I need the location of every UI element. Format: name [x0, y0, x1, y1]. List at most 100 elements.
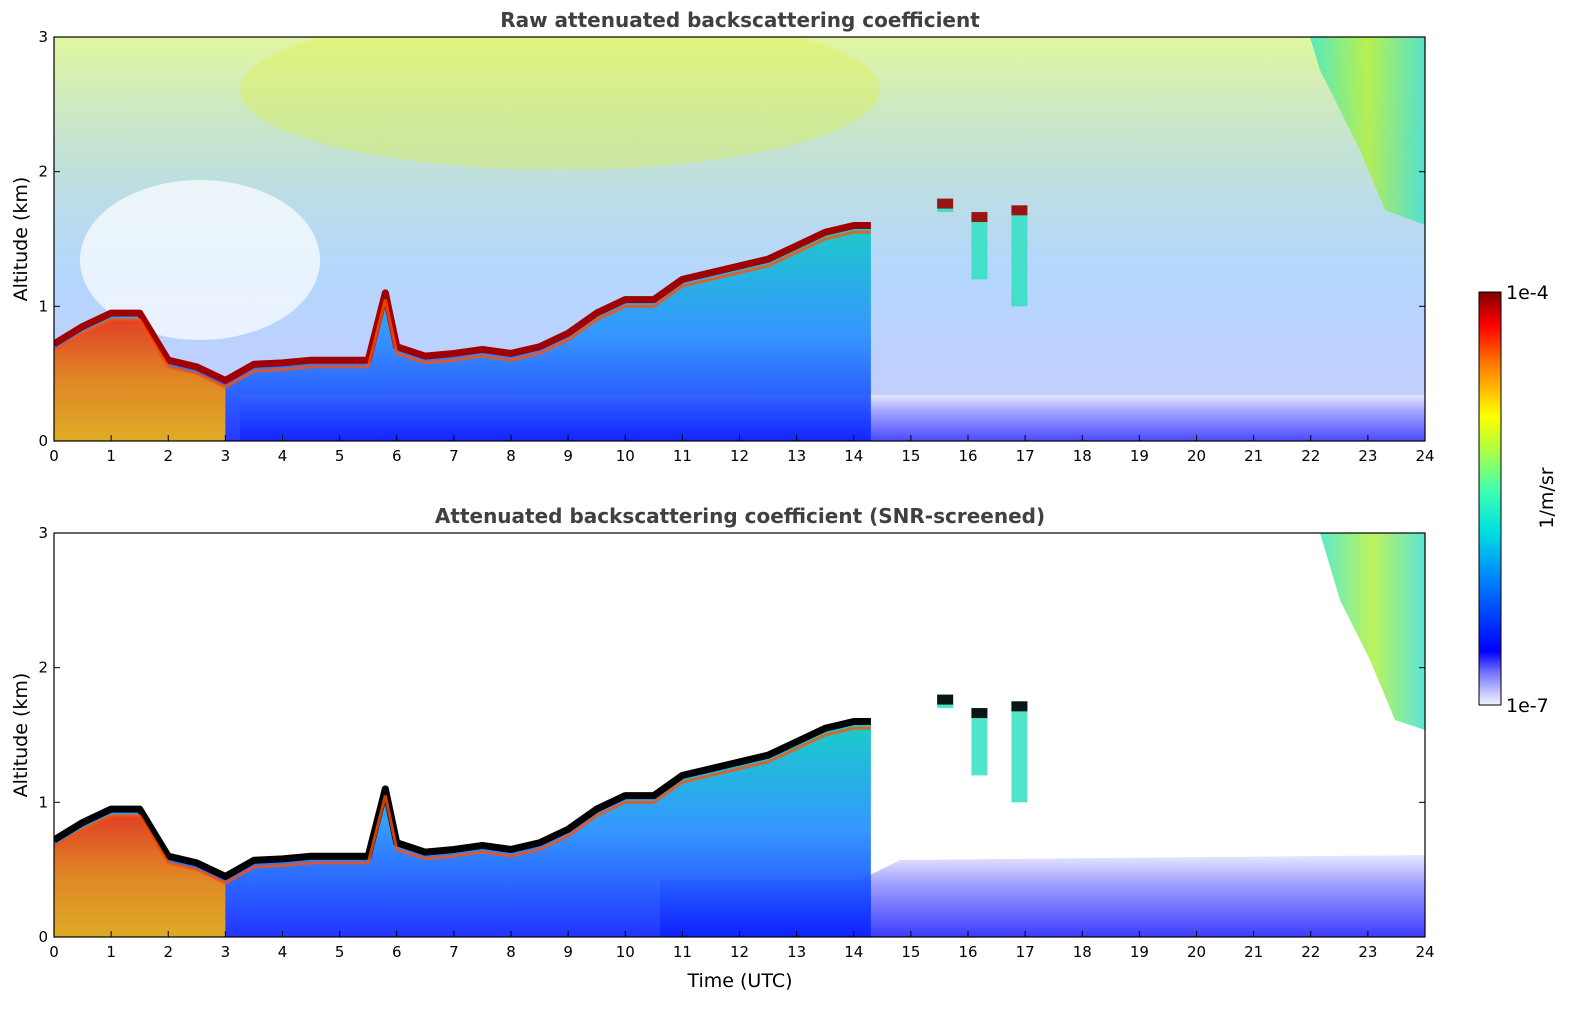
boundary-layer-raw [54, 222, 871, 441]
x-tick-label: 1 [106, 447, 116, 465]
y-tick-label: 3 [38, 524, 48, 542]
layer-edge-line [54, 726, 871, 885]
y-ticks-raw: 0 1 2 3 [38, 28, 1425, 450]
x-tick-label: 23 [1358, 943, 1377, 961]
cloud-column [971, 212, 988, 280]
cloud-top [971, 212, 988, 223]
x-tick-label: 21 [1244, 943, 1263, 961]
x-tick-label: 19 [1130, 447, 1149, 465]
x-tick-label: 13 [787, 943, 806, 961]
x-tick-label: 5 [335, 447, 345, 465]
aerosol-fill [54, 721, 871, 937]
x-tick-label: 1 [106, 943, 116, 961]
y-tick-label: 0 [38, 432, 48, 450]
x-tick-label: 8 [506, 943, 516, 961]
x-tick-label: 13 [787, 447, 806, 465]
aerosol-fill [54, 225, 871, 441]
cloud-top [937, 198, 954, 209]
x-tick-label: 2 [163, 943, 173, 961]
cloud-column [1011, 701, 1028, 803]
cloud-top [1011, 205, 1028, 216]
mixed-layer-fill [54, 815, 226, 937]
x-tick-label: 12 [730, 447, 749, 465]
x-tick-label: 7 [449, 447, 459, 465]
colorbar-min-label: 1e-7 [1506, 695, 1549, 717]
heatmap-raw [54, 37, 1425, 441]
x-axis-label: Time (UTC) [686, 970, 792, 992]
x-tick-label: 17 [1016, 447, 1035, 465]
x-ticks-raw: 0 1 2 3 4 5 6 7 8 9 10 11 12 13 14 15 16 17 18 19 20 21 22 23 24 [49, 435, 1435, 465]
x-tick-label: 3 [221, 943, 231, 961]
cloud-column [1011, 205, 1028, 307]
x-tick-label: 24 [1415, 447, 1434, 465]
x-tick-label: 18 [1073, 447, 1092, 465]
x-tick-label: 9 [563, 943, 573, 961]
x-tick-label: 3 [221, 447, 231, 465]
x-tick-label: 10 [616, 943, 635, 961]
high-cloud-raw [1310, 37, 1425, 225]
x-tick-label: 15 [901, 943, 920, 961]
x-tick-label: 12 [730, 943, 749, 961]
x-tick-label: 0 [49, 943, 59, 961]
x-tick-label: 4 [278, 447, 288, 465]
x-tick-label: 5 [335, 943, 345, 961]
x-tick-label: 9 [563, 447, 573, 465]
x-tick-label: 18 [1073, 943, 1092, 961]
x-tick-label: 11 [673, 943, 692, 961]
cloud-top [937, 694, 954, 705]
y-tick-label: 1 [38, 297, 48, 315]
layer-top-line [54, 718, 871, 880]
layer-edge-line [54, 230, 871, 389]
x-tick-label: 22 [1301, 447, 1320, 465]
panel-title-raw: Raw attenuated backscattering coefficien… [500, 8, 980, 32]
clear-patch [80, 180, 320, 340]
cloud-column [971, 708, 988, 776]
colorbar-max-label: 1e-4 [1506, 282, 1549, 304]
x-tick-label: 7 [449, 943, 459, 961]
panel-title-screened: Attenuated backscattering coefficient (S… [435, 504, 1045, 528]
x-tick-label: 24 [1415, 943, 1434, 961]
cloud-top [1011, 701, 1028, 712]
heatmap-screened [54, 533, 1425, 937]
colorbar: 1e-4 1e-7 1/m/sr [1478, 282, 1558, 717]
x-tick-label: 20 [1187, 943, 1206, 961]
x-tick-label: 16 [958, 943, 977, 961]
x-tick-label: 19 [1130, 943, 1149, 961]
x-tick-label: 16 [958, 447, 977, 465]
colorbar-unit-label: 1/m/sr [1536, 467, 1558, 528]
x-tick-label: 21 [1244, 447, 1263, 465]
upper-clouds-screened [937, 694, 1028, 803]
x-ticks-screened: 0 1 2 3 4 5 6 7 8 9 10 11 12 13 14 15 16 17 18 19 20 21 22 23 24 [49, 931, 1435, 961]
x-tick-label: 14 [844, 943, 863, 961]
panel-raw: Raw attenuated backscattering coefficien… [10, 8, 1435, 465]
x-tick-label: 6 [392, 447, 402, 465]
y-tick-label: 2 [38, 659, 48, 677]
x-tick-label: 4 [278, 943, 288, 961]
y-axis-label-raw: Altitude (km) [10, 177, 32, 302]
y-tick-label: 3 [38, 28, 48, 46]
x-tick-label: 11 [673, 447, 692, 465]
y-axis-label-screened: Altitude (km) [10, 673, 32, 798]
upper-clouds-raw [937, 198, 1028, 307]
layer-top-line [54, 222, 871, 384]
boundary-layer-screened [54, 718, 871, 937]
mixed-layer-fill [54, 319, 226, 441]
y-tick-label: 0 [38, 928, 48, 946]
high-cloud-screened [1320, 533, 1425, 730]
noise-hotspot [240, 37, 880, 170]
y-tick-label: 2 [38, 163, 48, 181]
x-tick-label: 23 [1358, 447, 1377, 465]
colorbar-gradient [1478, 291, 1502, 706]
x-tick-label: 8 [506, 447, 516, 465]
x-tick-label: 22 [1301, 943, 1320, 961]
y-ticks-screened: 0 1 2 3 [38, 524, 1425, 946]
x-tick-label: 15 [901, 447, 920, 465]
x-tick-label: 6 [392, 943, 402, 961]
x-tick-label: 0 [49, 447, 59, 465]
x-tick-label: 17 [1016, 943, 1035, 961]
x-tick-label: 10 [616, 447, 635, 465]
x-tick-label: 2 [163, 447, 173, 465]
x-tick-label: 14 [844, 447, 863, 465]
y-tick-label: 1 [38, 793, 48, 811]
